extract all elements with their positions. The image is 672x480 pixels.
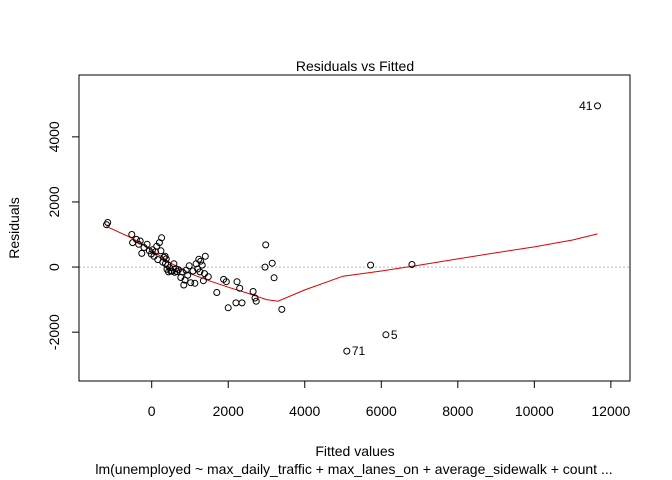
smoother-path (106, 225, 598, 302)
y-tick-label: 0 (46, 263, 62, 271)
data-point (129, 239, 137, 247)
x-tick-label: 6000 (366, 403, 397, 419)
y-tick-label: -2000 (46, 314, 62, 350)
labeled-data-point (343, 347, 351, 355)
data-point (158, 234, 166, 242)
data-point (204, 273, 212, 281)
point-label: 5 (391, 328, 398, 342)
data-point (196, 268, 204, 276)
data-point (249, 288, 257, 295)
data-point (185, 262, 193, 270)
y-tick-label: 4000 (46, 121, 62, 152)
data-point (232, 299, 240, 307)
data-point (262, 241, 270, 249)
data-point (201, 252, 209, 260)
data-point (178, 268, 186, 276)
x-axis: 0 2000 4000 6000 8000 10000 12000 (148, 380, 631, 419)
data-point (180, 281, 188, 289)
x-tick-label: 12000 (591, 403, 630, 419)
data-point (143, 240, 151, 248)
data-point (213, 289, 221, 296)
data-point (199, 277, 207, 285)
data-point (261, 263, 269, 271)
data-point (198, 261, 206, 269)
y-axis-label: Residuals (6, 197, 22, 258)
labeled-data-point (594, 102, 601, 110)
labeled-data-point (382, 331, 390, 339)
data-point (233, 278, 241, 286)
data-point (136, 237, 144, 245)
x-tick-label: 0 (148, 403, 156, 419)
data-point (222, 278, 230, 286)
data-point (173, 268, 181, 276)
point-label: 71 (352, 344, 366, 358)
x-tick-label: 4000 (289, 403, 320, 419)
y-tick-label: 2000 (46, 186, 62, 217)
data-point (157, 247, 165, 255)
data-point (195, 255, 203, 263)
data-point (104, 219, 112, 226)
data-point (408, 261, 416, 268)
data-point (175, 266, 182, 274)
data-point (367, 261, 375, 269)
model-formula-subtitle: lm(unemployed ~ max_daily_traffic + max_… (95, 461, 612, 477)
data-point (138, 249, 146, 257)
data-point (189, 267, 197, 275)
data-point (252, 297, 260, 305)
data-point (238, 299, 246, 307)
chart-title: Residuals vs Fitted (296, 58, 414, 74)
plot-frame (78, 74, 631, 382)
x-tick-label: 8000 (442, 403, 473, 419)
data-point (278, 305, 286, 313)
data-point (135, 240, 143, 248)
data-point (162, 255, 170, 263)
data-point (251, 294, 259, 302)
x-axis-label: Fitted values (315, 443, 394, 459)
data-point (184, 271, 192, 279)
x-tick-label: 2000 (213, 403, 244, 419)
data-point (187, 279, 195, 287)
y-axis: -2000 0 2000 4000 (46, 121, 80, 350)
smoother-line (106, 225, 598, 302)
data-point (128, 231, 136, 238)
point-label: 41 (579, 99, 593, 113)
data-point (268, 259, 276, 267)
data-point (270, 274, 278, 282)
data-points (103, 102, 601, 355)
data-point (224, 304, 232, 312)
point-labels: 41 5 71 (352, 99, 593, 358)
x-tick-label: 10000 (515, 403, 554, 419)
data-point (197, 257, 205, 265)
data-point (236, 284, 244, 292)
data-point (191, 279, 199, 287)
